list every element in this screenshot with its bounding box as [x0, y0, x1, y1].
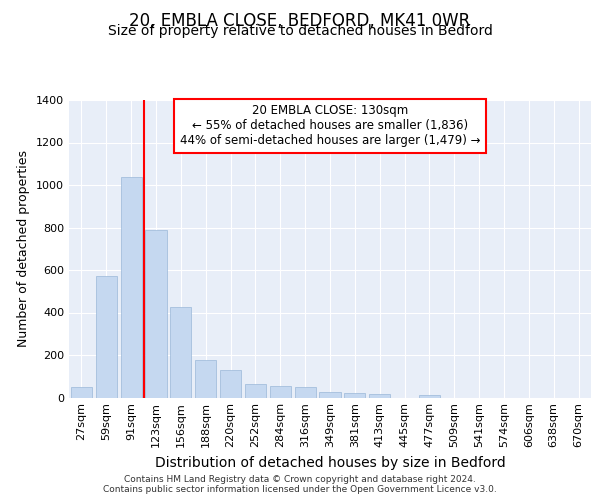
Bar: [145, 230, 167, 398]
Bar: [121, 176, 142, 398]
Bar: [319, 392, 341, 398]
Bar: [170, 307, 191, 398]
Bar: [295, 387, 316, 398]
Text: 20 EMBLA CLOSE: 130sqm
← 55% of detached houses are smaller (1,836)
44% of semi-: 20 EMBLA CLOSE: 130sqm ← 55% of detached…: [180, 104, 480, 148]
Text: Contains HM Land Registry data © Crown copyright and database right 2024.: Contains HM Land Registry data © Crown c…: [124, 474, 476, 484]
Bar: [96, 276, 117, 398]
Y-axis label: Number of detached properties: Number of detached properties: [17, 150, 31, 348]
Bar: [195, 360, 216, 398]
Bar: [220, 370, 241, 398]
Bar: [344, 393, 365, 398]
Bar: [71, 388, 92, 398]
Text: Size of property relative to detached houses in Bedford: Size of property relative to detached ho…: [107, 24, 493, 38]
Bar: [369, 394, 390, 398]
Bar: [270, 386, 291, 398]
Text: 20, EMBLA CLOSE, BEDFORD, MK41 0WR: 20, EMBLA CLOSE, BEDFORD, MK41 0WR: [130, 12, 470, 30]
Text: Contains public sector information licensed under the Open Government Licence v3: Contains public sector information licen…: [103, 485, 497, 494]
X-axis label: Distribution of detached houses by size in Bedford: Distribution of detached houses by size …: [155, 456, 505, 470]
Bar: [419, 395, 440, 398]
Bar: [245, 384, 266, 398]
